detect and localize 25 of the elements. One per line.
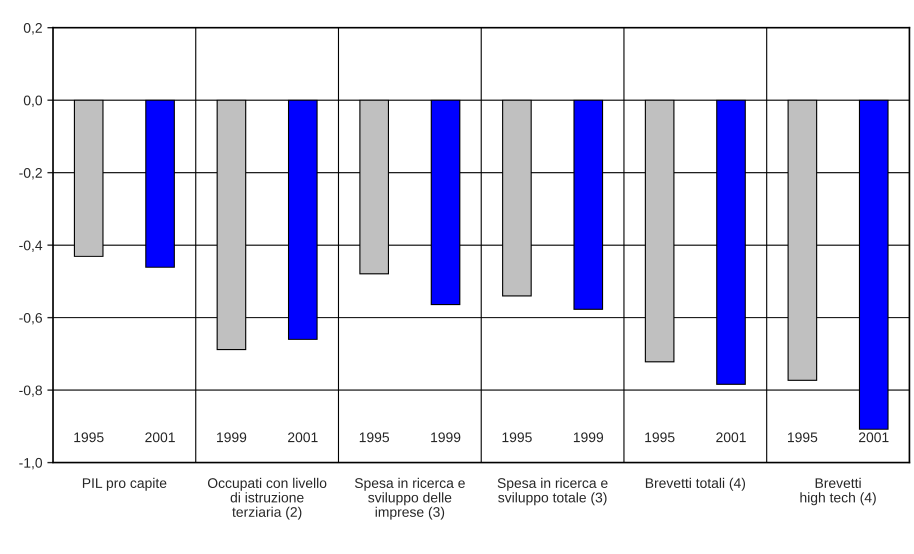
x-tick-label: 2001 (288, 432, 318, 442)
text: Occupati con livello di istruzione terziaria (2) (208, 478, 326, 520)
text: Brevetti high tech (4) (800, 478, 876, 506)
y-tick-label: 0,0 (24, 96, 42, 107)
y-tick-label: -1,0 (19, 458, 42, 470)
y-tick-label: 0,2 (24, 23, 42, 35)
y-tick-label: -0,6 (19, 312, 42, 324)
y-tick-label: -0,4 (19, 240, 42, 252)
x-tick-label: 1995 (788, 432, 818, 442)
x-tick-label: 2001 (716, 432, 746, 442)
x-tick-label: 1995 (645, 432, 675, 442)
x-tick-label: 1995 (74, 432, 104, 442)
y-tick-label: -0,2 (19, 168, 42, 180)
x-tick-label: 1999 (574, 432, 604, 442)
text: PIL pro capite (82, 478, 166, 491)
x-tick-label: 1995 (360, 432, 390, 442)
x-tick-label: 1999 (217, 432, 246, 442)
text: Spesa in ricerca e sviluppo totale (3) (498, 478, 608, 506)
x-tick-label: 1999 (431, 432, 460, 442)
text: Brevetti totali (4) (646, 478, 746, 491)
x-tick-label: 1995 (502, 432, 532, 442)
text: Spesa in ricerca e sviluppo delle imprese (3) (354, 478, 465, 520)
y-tick-label: -0,8 (19, 385, 42, 397)
x-tick-label: 2001 (145, 432, 175, 442)
x-tick-label: 2001 (859, 432, 889, 442)
